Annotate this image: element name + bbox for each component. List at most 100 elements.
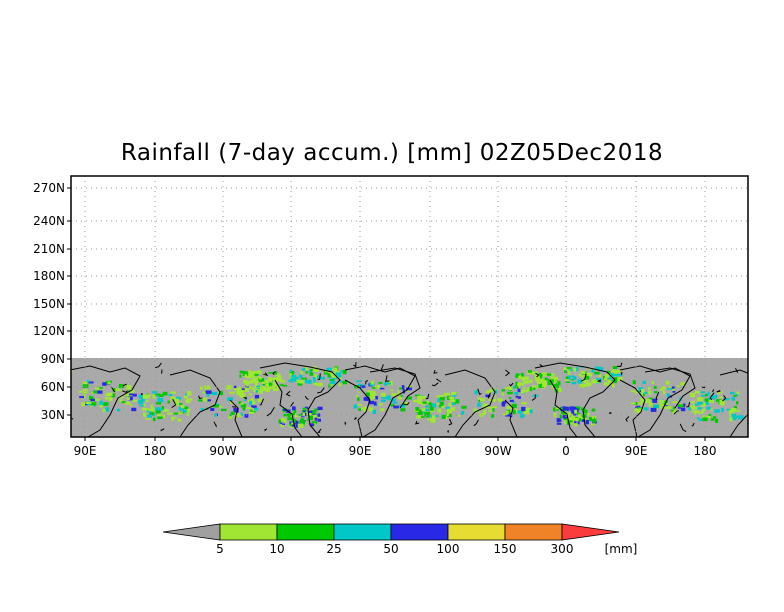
- rain-cell: [399, 404, 406, 408]
- rain-cell: [617, 377, 623, 381]
- border-line: [425, 393, 430, 400]
- rain-cell: [736, 401, 739, 405]
- rain-cell: [31, 370, 33, 374]
- rain-cell: [473, 408, 477, 413]
- rain-cell: [658, 403, 665, 406]
- rain-cell: [603, 382, 610, 386]
- rain-cell: [249, 411, 255, 414]
- rain-cell: [406, 387, 412, 391]
- rain-cell: [616, 374, 622, 377]
- rain-cell: [7, 417, 12, 422]
- rain-cell: [732, 416, 737, 421]
- rain-cell: [27, 371, 32, 375]
- rain-cell: [640, 398, 644, 403]
- rain-cell: [576, 367, 579, 372]
- rain-cell: [773, 391, 779, 394]
- rain-cell: [421, 396, 426, 399]
- rain-cell: [253, 388, 256, 393]
- rain-cell: [82, 382, 86, 384]
- rain-cell: [289, 373, 292, 378]
- rain-cell: [53, 374, 57, 378]
- rain-cell: [672, 388, 676, 391]
- coastline: [71, 365, 141, 437]
- rain-cell: [438, 405, 443, 408]
- rain-cell: [363, 406, 367, 410]
- rain-cell: [28, 381, 32, 385]
- rain-cell: [249, 375, 256, 379]
- rain-cell: [246, 407, 253, 409]
- rain-cell: [521, 389, 525, 394]
- rain-cell: [150, 411, 154, 416]
- rain-cell: [210, 408, 215, 411]
- rain-cell: [369, 390, 374, 396]
- rain-cell: [313, 376, 316, 381]
- rain-cell: [131, 407, 137, 412]
- rain-cell: [35, 374, 39, 376]
- rain-cell: [16, 412, 21, 416]
- rain-cell: [637, 407, 643, 409]
- rain-cell: [726, 408, 732, 411]
- rain-cell: [308, 370, 312, 373]
- rain-cell: [251, 405, 257, 408]
- rain-cell: [513, 385, 516, 389]
- rain-cell: [584, 409, 588, 414]
- rain-cell: [53, 368, 57, 372]
- rain-cell: [34, 409, 38, 411]
- border-line: [673, 410, 680, 415]
- rain-cell: [480, 398, 485, 402]
- rain-cell: [167, 412, 173, 415]
- rain-cell: [254, 382, 258, 385]
- rain-cell: [425, 405, 430, 408]
- rain-cell: [569, 422, 573, 425]
- rain-cell: [707, 391, 710, 396]
- rain-cell: [582, 409, 586, 413]
- rain-cell: [298, 381, 301, 383]
- rain-cell: [21, 380, 24, 382]
- rain-cell: [451, 402, 456, 405]
- rain-cell: [397, 391, 400, 395]
- colorbar-label: 25: [326, 542, 341, 556]
- rain-cell: [441, 404, 445, 408]
- rain-cell: [143, 412, 147, 417]
- rain-cell: [568, 370, 571, 374]
- rain-cell: [541, 372, 548, 375]
- rain-cell: [567, 412, 572, 416]
- rain-cell: [48, 375, 54, 377]
- rain-cell: [33, 412, 35, 414]
- rain-cell: [113, 388, 116, 393]
- rain-cell: [290, 378, 294, 383]
- rain-cell: [705, 401, 710, 405]
- rain-cell: [638, 387, 644, 390]
- rain-cell: [16, 418, 18, 422]
- rain-cell: [613, 377, 618, 382]
- rain-cell: [236, 390, 239, 395]
- rain-cell: [241, 388, 247, 391]
- rain-cell: [187, 398, 193, 401]
- rain-cell: [754, 405, 757, 409]
- rain-cell: [124, 402, 131, 405]
- rain-cell: [771, 389, 776, 393]
- border-line: [509, 382, 514, 387]
- rain-cell: [4, 419, 10, 422]
- rain-cell: [778, 387, 782, 390]
- rain-cell: [672, 401, 678, 404]
- rain-cell: [567, 419, 573, 423]
- rain-cell: [527, 370, 532, 373]
- rain-cell: [102, 402, 109, 406]
- y-tick-label: 90N: [41, 352, 65, 366]
- rain-cell: [16, 410, 19, 413]
- rain-cell: [268, 377, 273, 381]
- rain-cell: [568, 416, 573, 420]
- rain-cell: [494, 389, 498, 394]
- rain-cell: [573, 368, 577, 372]
- rain-cell: [13, 377, 16, 379]
- rain-cell: [238, 401, 242, 404]
- border-line: [716, 389, 721, 393]
- rain-cell: [95, 387, 100, 390]
- rain-cell: [663, 390, 666, 395]
- rain-cell: [315, 383, 319, 386]
- rain-cell: [110, 399, 113, 402]
- rain-cell: [771, 394, 776, 397]
- rain-cell: [170, 396, 176, 401]
- rain-cell: [265, 383, 269, 387]
